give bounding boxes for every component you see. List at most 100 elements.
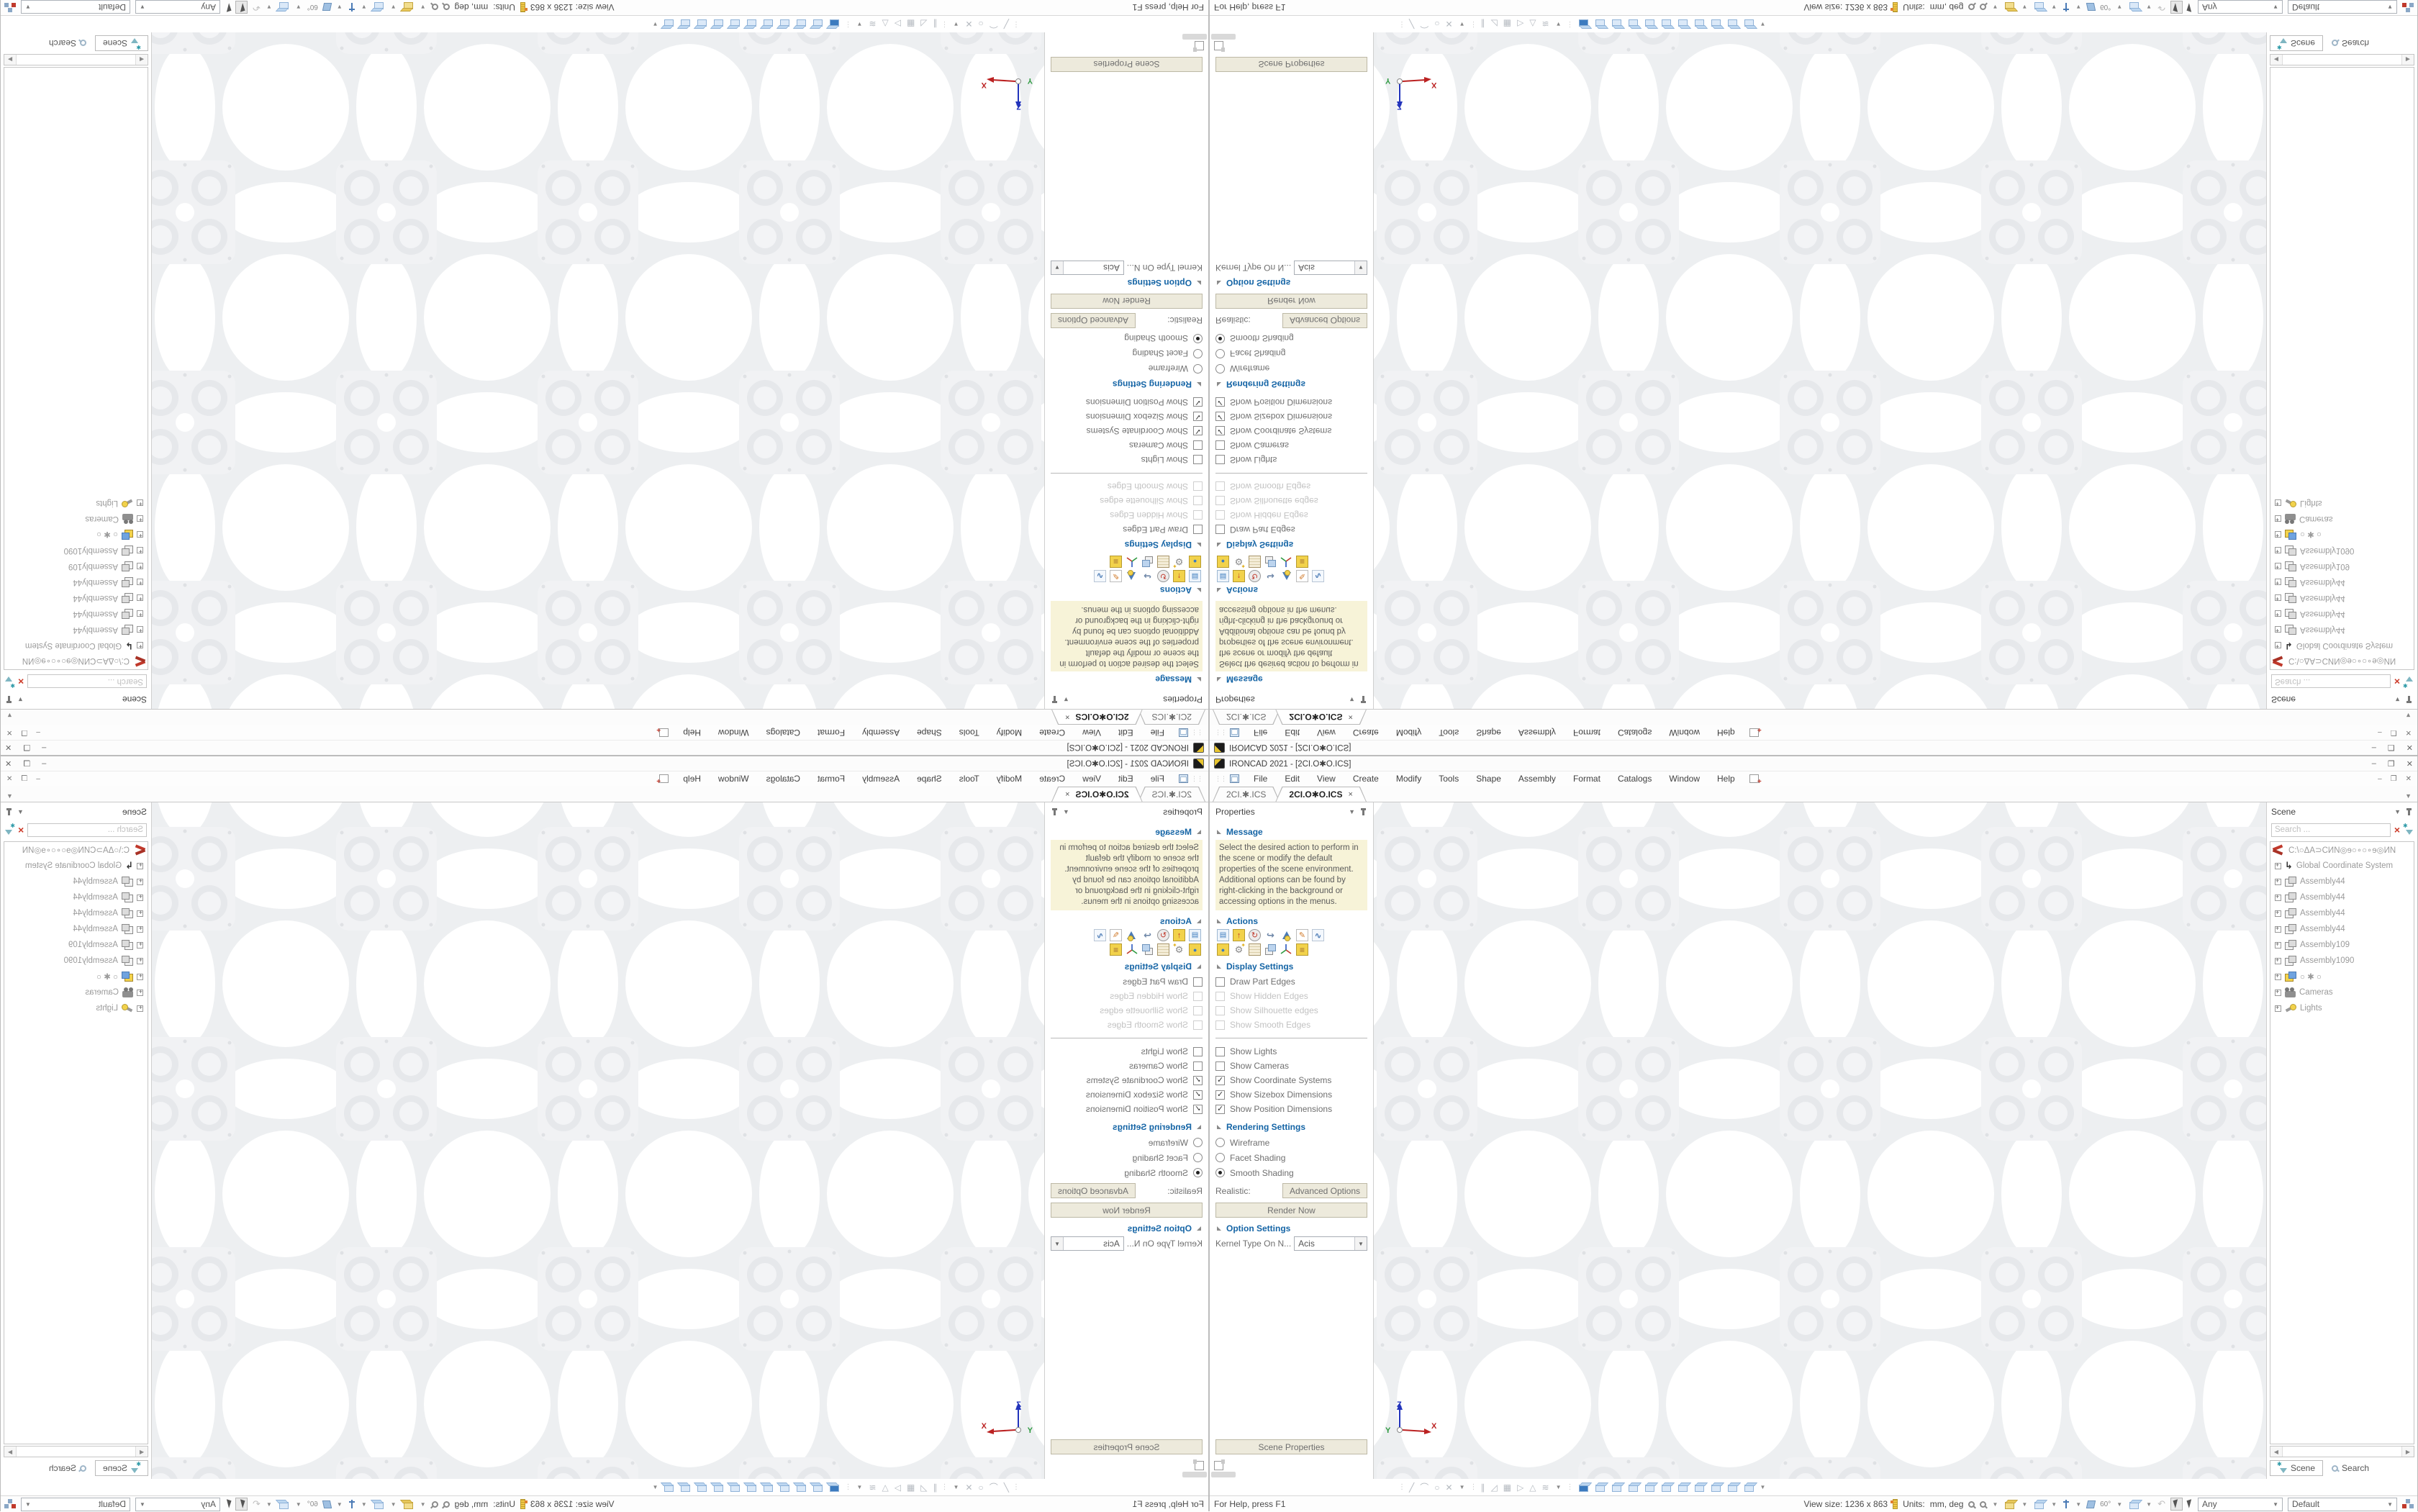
tree-item-assembly[interactable]: Assembly44 — [2270, 622, 2414, 638]
spotlight-icon[interactable] — [1126, 929, 1138, 941]
zoom-in-icon[interactable] — [1968, 1500, 1975, 1508]
expand-icon[interactable] — [2275, 1004, 2281, 1012]
tree-item-part[interactable]: ○ ✱ ○ — [2270, 527, 2414, 543]
checkbox-show-coordinate-systems[interactable] — [1193, 426, 1203, 436]
menu-tools[interactable]: Tools — [1439, 774, 1459, 784]
scene-browser-icon[interactable]: ▤ — [1189, 929, 1201, 941]
assembly-blocks-icon[interactable] — [1264, 943, 1277, 956]
tree-item-cameras[interactable]: Cameras — [4, 511, 148, 527]
advanced-options-button[interactable]: Advanced Options — [1282, 313, 1367, 328]
line-tool-icon[interactable]: ╱ — [1002, 1482, 1009, 1493]
doc-restore-button[interactable]: ❐ — [21, 728, 28, 737]
stacked-shapes-icon[interactable]: ≡ — [1296, 556, 1308, 568]
configuration-dropdown[interactable]: Default ▼ — [2288, 0, 2397, 14]
extrude-icon[interactable]: ↑ — [1173, 570, 1185, 582]
tree-item-assembly[interactable]: Assembly44 — [2270, 874, 2414, 889]
pin-icon[interactable] — [1054, 696, 1056, 703]
view-cube-icon[interactable] — [764, 19, 774, 27]
menu-help[interactable]: Help — [1717, 774, 1735, 784]
section-message[interactable]: Message — [1215, 827, 1367, 837]
expand-icon[interactable] — [137, 610, 143, 617]
menu-file[interactable]: File — [1254, 774, 1268, 784]
panel-menu-icon[interactable]: ▼ — [1063, 696, 1069, 703]
edit-sheet-icon[interactable]: ✎ — [1110, 570, 1122, 582]
dropdown-arrow-icon[interactable]: ▼ — [1992, 4, 1998, 11]
dropdown-arrow-icon[interactable]: ▼ — [1354, 1237, 1367, 1250]
menu-window[interactable]: Window — [717, 728, 749, 738]
line-tool-icon[interactable]: ╱ — [1409, 1482, 1416, 1493]
menu-shape[interactable]: Shape — [917, 774, 942, 784]
triangle-tool-icon[interactable]: ◿ — [919, 19, 928, 30]
view-cube-icon[interactable] — [681, 19, 691, 27]
dropdown-arrow-icon[interactable]: ▼ — [266, 4, 272, 11]
dropdown-arrow-icon[interactable]: ▼ — [2075, 1500, 2082, 1508]
menu-create[interactable]: Create — [1039, 774, 1066, 784]
expand-icon[interactable] — [2275, 626, 2281, 633]
radio-facet-shading[interactable] — [1193, 349, 1203, 358]
checkbox-show-sizebox-dimensions[interactable] — [1193, 1090, 1203, 1100]
checkbox-show-cameras[interactable] — [1215, 1061, 1225, 1071]
dropdown-arrow-icon[interactable]: ▼ — [420, 4, 426, 11]
view-cube-icon[interactable] — [1611, 19, 1621, 27]
restore-button[interactable]: ❐ — [2387, 743, 2395, 752]
move-shape-icon[interactable]: ↪ — [1144, 571, 1151, 582]
tree-item-assembly[interactable]: Assembly1090 — [2270, 543, 2414, 558]
checkbox-show-position-dimensions[interactable] — [1193, 1104, 1203, 1114]
orbit-render-icon[interactable]: ↻ — [1157, 929, 1169, 941]
pin-icon[interactable] — [8, 808, 10, 815]
checkbox-show-sizebox-dimensions[interactable] — [1215, 1090, 1225, 1100]
scene-search-input[interactable] — [2271, 674, 2391, 689]
section-rendering-settings[interactable]: Rendering Settings — [1051, 1122, 1203, 1132]
doc-tab-inactive[interactable]: 2CI.✱.ICS — [1213, 710, 1280, 725]
move-shape-icon[interactable]: ↪ — [1144, 929, 1151, 941]
viewport-canvas[interactable]: Z Y X — [152, 32, 1044, 709]
graph-icon[interactable]: ∿ — [1094, 570, 1106, 582]
expand-icon[interactable] — [137, 973, 143, 980]
dropdown-arrow-icon[interactable]: ▼ — [2075, 4, 2082, 11]
play-tool-icon[interactable]: ▷ — [1517, 1482, 1526, 1493]
radio-smooth-shading[interactable] — [1193, 1168, 1203, 1177]
menu-format[interactable]: Format — [818, 774, 846, 784]
delete-tool-icon[interactable]: ✕ — [1445, 19, 1454, 30]
view-cube-icon[interactable] — [1578, 19, 1588, 27]
panel-tab-icon[interactable] — [1214, 41, 1223, 50]
advanced-options-button[interactable]: Advanced Options — [1282, 1183, 1367, 1198]
tree-item-cameras[interactable]: Cameras — [2270, 511, 2414, 527]
dropdown-arrow-icon[interactable]: ▼ — [266, 1500, 272, 1508]
close-button[interactable]: ✕ — [2406, 743, 2413, 752]
prism-tool-icon[interactable]: △ — [1529, 1482, 1538, 1493]
tree-item-global-cs[interactable]: ↳ Global Coordinate System — [2270, 638, 2414, 653]
section-message[interactable]: Message — [1051, 674, 1203, 684]
measure-grid-icon[interactable] — [1249, 943, 1261, 956]
dropdown-arrow-icon[interactable]: ▼ — [652, 1484, 658, 1490]
search-tab[interactable]: Search — [42, 1461, 94, 1475]
perspective-icon[interactable]: 60° — [2100, 3, 2111, 12]
tree-item-lights[interactable]: Lights — [2270, 1000, 2414, 1016]
select-cursor-icon[interactable] — [2170, 1498, 2183, 1511]
yellow-cube-icon[interactable] — [403, 2, 413, 10]
clear-search-icon[interactable]: × — [18, 676, 24, 687]
tree-item-global-cs[interactable]: ↳ Global Coordinate System — [4, 638, 148, 653]
section-message[interactable]: Message — [1051, 827, 1203, 837]
perspective-icon[interactable]: 60° — [307, 1500, 318, 1508]
stacked-shapes-icon[interactable]: ≡ — [1296, 943, 1308, 956]
triad-icon[interactable] — [1280, 556, 1292, 568]
menu-edit[interactable]: Edit — [1118, 728, 1133, 738]
configuration-dropdown[interactable]: Default ▼ — [21, 1497, 130, 1511]
view-cube-icon[interactable] — [780, 1485, 790, 1492]
filter-icon[interactable] — [2404, 677, 2413, 687]
assembly-blocks-icon[interactable] — [1141, 556, 1154, 568]
blue-cube-icon[interactable] — [2129, 1501, 2139, 1509]
menu-help[interactable]: Help — [683, 728, 701, 738]
view-cube-icon[interactable] — [830, 1485, 840, 1492]
circle-tool-icon[interactable]: ○ — [977, 1482, 984, 1493]
view-cube-icon[interactable] — [747, 19, 757, 27]
panel-tab-icon[interactable] — [1214, 1459, 1225, 1470]
panel-menu-icon[interactable]: ▼ — [17, 696, 24, 703]
scroll-right-icon[interactable]: ▶ — [7, 56, 13, 63]
horizontal-scrollbar[interactable]: ◀ ▶ — [4, 54, 148, 65]
minimize-button[interactable]: – — [42, 743, 47, 753]
scroll-track[interactable] — [2282, 55, 2402, 65]
section-actions[interactable]: Actions — [1215, 916, 1367, 926]
edit-sheet-icon[interactable]: ✎ — [1296, 570, 1308, 582]
